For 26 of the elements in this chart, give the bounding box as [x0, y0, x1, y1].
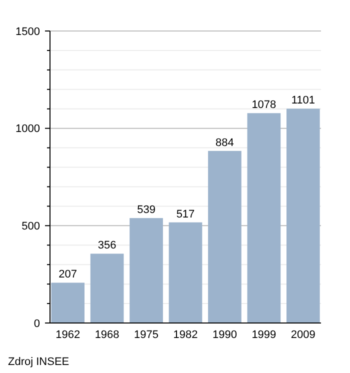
x-tick-label: 1968 [94, 329, 120, 341]
bar [51, 282, 85, 323]
x-tick-label: 1962 [56, 329, 80, 341]
data-label: 539 [137, 204, 156, 216]
data-label: 884 [216, 136, 234, 149]
x-tick-label: 1990 [212, 329, 237, 341]
bar [208, 150, 242, 323]
data-label: 1078 [252, 99, 276, 112]
y-tick-label: 0 [34, 318, 40, 330]
bar [130, 218, 163, 323]
bar [168, 222, 202, 323]
bar [286, 108, 320, 323]
text: Zdroj INSEE [8, 356, 70, 368]
x-tick-label: 1982 [173, 329, 198, 341]
x-tick-label: 1999 [252, 329, 276, 341]
y-tick-label: 1000 [16, 123, 40, 136]
y-tick-label: 1500 [16, 26, 40, 38]
x-tick-label: 1975 [134, 329, 159, 341]
data-label: 517 [176, 208, 195, 220]
data-label: 207 [58, 268, 78, 281]
bar [90, 254, 124, 323]
x-tick-label: 2009 [290, 329, 316, 341]
bar [247, 113, 281, 323]
y-tick-label: 500 [22, 220, 40, 233]
data-label: 356 [98, 240, 116, 252]
data-label: 1101 [291, 94, 315, 107]
